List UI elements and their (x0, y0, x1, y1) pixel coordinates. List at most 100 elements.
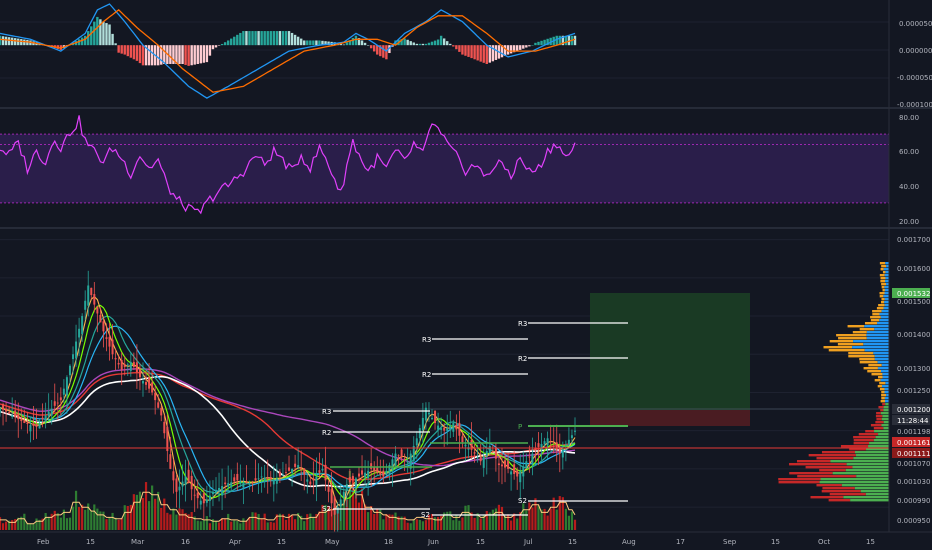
price-ytick-label: 0.001300 (897, 365, 930, 373)
candle-body (564, 444, 567, 446)
volume-bar (196, 520, 199, 530)
candle-body (187, 469, 190, 483)
price-ytick-label: 0.001030 (897, 478, 930, 486)
macd-histogram-bar (248, 31, 251, 46)
candle-body (281, 474, 284, 476)
volume-profile-bar (829, 340, 854, 343)
candle-body (75, 341, 78, 359)
macd-histogram-bar (190, 45, 193, 66)
candle-body (56, 402, 59, 404)
candle-body (510, 471, 513, 475)
candle-body (440, 428, 443, 430)
macd-histogram-bar (114, 43, 117, 46)
volume-profile-bar (885, 382, 889, 385)
macd-histogram-bar (366, 45, 370, 46)
volume-profile-bar (810, 496, 844, 499)
candle-body (354, 478, 357, 488)
candle-body (221, 486, 224, 496)
volume-bar (102, 511, 105, 530)
volume-bar (558, 496, 561, 530)
volume-profile-bar (883, 427, 889, 430)
volume-profile-bar (808, 454, 856, 457)
volume-bar (452, 520, 455, 530)
ma-line (0, 368, 576, 467)
volume-profile-bar (878, 433, 889, 436)
candle-body (473, 452, 476, 454)
volume-bar (470, 512, 473, 530)
macd-ytick-label: -0.000100 (897, 101, 932, 109)
volume-bar (62, 509, 65, 530)
price-pane[interactable] (0, 239, 889, 532)
candle-body (254, 478, 257, 481)
xtick-label: 15 (771, 538, 780, 546)
macd-histogram-bar (442, 38, 446, 46)
rsi-pane[interactable] (0, 115, 889, 215)
volume-profile-bar (820, 478, 889, 481)
volume-bar (525, 510, 528, 530)
candle-body (403, 458, 406, 460)
current-price-label: 0.001200 (897, 406, 930, 414)
candle-body (458, 422, 461, 436)
candle-body (318, 470, 321, 473)
volume-bar (78, 506, 81, 530)
volume-bar (290, 515, 294, 530)
candle-body (117, 362, 120, 365)
candle-body (23, 420, 26, 424)
macd-pane[interactable] (0, 3, 889, 99)
macd-histogram-bar (500, 45, 504, 58)
volume-bar (144, 482, 148, 530)
volume-profile-bar (884, 286, 889, 289)
candle-body (132, 361, 135, 367)
candle-body (275, 478, 278, 484)
volume-profile-bar (880, 316, 889, 319)
volume-bar (208, 523, 212, 530)
candle-body (555, 442, 558, 450)
candle-body (205, 499, 208, 503)
volume-profile-bar (864, 325, 889, 328)
candle-body (59, 397, 62, 401)
candle-body (531, 453, 534, 464)
volume-profile-bar (870, 316, 881, 319)
candle-body (549, 441, 552, 443)
candle-body (181, 481, 184, 487)
candle-body (230, 482, 233, 488)
pivot-label: R2 (518, 355, 527, 363)
candle-body (44, 415, 47, 422)
volume-bar (516, 518, 519, 530)
candle-body (123, 364, 126, 367)
macd-histogram-bar (424, 43, 428, 46)
rsi-ytick-label: 60.00 (899, 148, 919, 156)
macd-histogram-bar (226, 40, 230, 46)
macd-histogram-bar (90, 26, 93, 46)
volume-bar (354, 481, 358, 530)
candle-body (455, 424, 458, 430)
candle-body (351, 475, 354, 481)
volume-bar (41, 518, 44, 530)
price-ytick-label: 0.001700 (897, 236, 930, 244)
volume-bar (50, 513, 53, 530)
volume-bar (236, 520, 239, 530)
volume-profile-bar (846, 463, 889, 466)
xtick-label: Jul (523, 538, 533, 546)
macd-histogram-bar (172, 45, 175, 64)
candle-body (236, 473, 239, 481)
volume-profile-bar (879, 388, 885, 391)
volume-bar (382, 519, 385, 530)
volume-bar (151, 485, 154, 530)
macd-histogram-bar (473, 45, 476, 60)
volume-profile-bar (874, 379, 881, 382)
volume-bar (421, 521, 424, 530)
volume-bar (187, 514, 190, 530)
volume-bar (482, 514, 485, 530)
candle-body (148, 377, 151, 389)
volume-profile-bar (830, 460, 889, 463)
macd-histogram-bar (379, 45, 382, 57)
candle-body (342, 491, 345, 498)
volume-bar (376, 509, 379, 530)
candle-body (29, 424, 32, 432)
macd-histogram-bar (476, 45, 479, 61)
candle-body (309, 481, 312, 485)
macd-histogram-bar (260, 31, 263, 46)
candle-body (157, 402, 160, 408)
